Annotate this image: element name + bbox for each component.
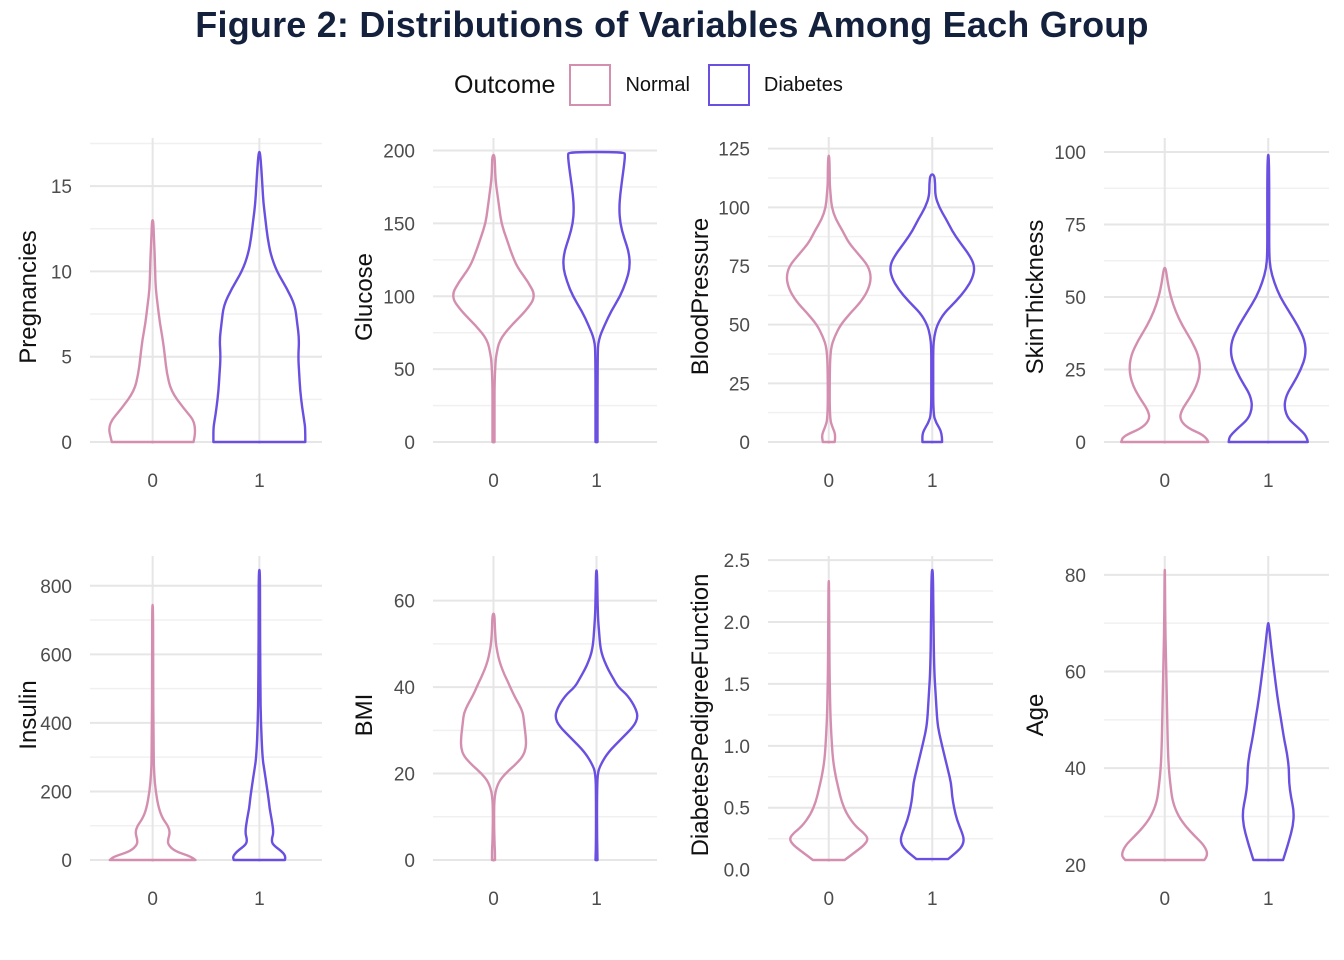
legend-title: Outcome — [454, 70, 556, 99]
x-tick-label: 1 — [1263, 889, 1274, 910]
panel-diabetespedigreefunction: 0.0 0.5 1.0 1.5 2.0 2.5 0 1 DiabetesPedigreeFunc… — [687, 551, 993, 910]
y-tick-label: 0.5 — [724, 799, 750, 820]
y-tick-label: 125 — [718, 140, 750, 161]
y-tick-label: 50 — [1065, 288, 1086, 309]
violin-diabetes — [1241, 622, 1295, 862]
x-tick-label: 0 — [1159, 471, 1170, 492]
legend-key-diabetes — [707, 64, 750, 106]
violin-normal — [108, 603, 197, 862]
violin-normal — [785, 154, 872, 444]
x-tick-label: 1 — [254, 471, 265, 492]
y-tick-label: 100 — [383, 287, 415, 308]
violin-normal — [1121, 568, 1209, 862]
violin-normal — [108, 219, 197, 444]
violin-diabetes — [899, 568, 965, 861]
y-tick-label: 0 — [739, 433, 750, 454]
y-axis-label: Age — [1022, 694, 1049, 737]
x-tick-label: 1 — [927, 889, 938, 910]
y-tick-label: 75 — [1065, 216, 1086, 237]
y-tick-label: 100 — [1054, 143, 1086, 164]
y-tick-label: 80 — [1065, 566, 1086, 587]
violin-diabetes — [554, 569, 639, 862]
violin-normal — [452, 153, 535, 444]
y-tick-label: 100 — [718, 198, 750, 219]
y-tick-label: 15 — [51, 177, 72, 198]
y-tick-label: 200 — [383, 142, 415, 163]
y-axis-label: DiabetesPedigreeFunction — [687, 574, 714, 857]
y-tick-label: 60 — [394, 592, 415, 613]
y-axis-label: Insulin — [15, 680, 42, 749]
x-tick-label: 1 — [591, 471, 602, 492]
y-tick-label: 75 — [729, 257, 750, 278]
legend: Outcome Normal Diabetes — [454, 62, 861, 108]
y-tick-label: 400 — [40, 714, 72, 735]
y-axis-label: BloodPressure — [687, 218, 714, 375]
violin-diabetes — [1227, 153, 1309, 444]
legend-label-normal: Normal — [625, 73, 690, 96]
y-tick-label: 25 — [729, 374, 750, 395]
x-tick-label: 0 — [1159, 889, 1170, 910]
y-tick-label: 50 — [394, 360, 415, 381]
y-tick-label: 5 — [61, 348, 72, 369]
violin-normal — [459, 612, 528, 862]
x-tick-label: 0 — [823, 889, 834, 910]
y-tick-label: 800 — [40, 577, 72, 598]
violin-normal — [1120, 266, 1210, 444]
y-tick-label: 60 — [1065, 663, 1086, 684]
x-tick-label: 0 — [823, 471, 834, 492]
x-tick-label: 1 — [927, 471, 938, 492]
y-tick-label: 20 — [394, 765, 415, 786]
panel-age: 20 40 60 80 0 1 Age — [1022, 556, 1329, 910]
x-tick-label: 0 — [147, 471, 158, 492]
y-tick-label: 200 — [40, 782, 72, 803]
violin-diabetes — [212, 150, 307, 444]
y-tick-label: 50 — [729, 316, 750, 337]
y-tick-label: 150 — [383, 214, 415, 235]
y-tick-label: 10 — [51, 262, 72, 283]
panel-skinthickness: 0 25 50 75 100 0 1 SkinThickness — [1022, 138, 1329, 492]
x-tick-label: 1 — [591, 889, 602, 910]
panel-glucose: 0 50 100 150 200 0 1 Glucose — [351, 138, 657, 492]
violin-diabetes — [889, 173, 976, 444]
y-tick-label: 0 — [61, 433, 72, 454]
y-tick-label: 1.0 — [724, 737, 750, 758]
x-tick-label: 1 — [1263, 471, 1274, 492]
panel-pregnancies: 0 5 10 15 0 1 Pregnancies — [15, 138, 322, 492]
panel-bmi: 0 20 40 60 0 1 BMI — [351, 556, 657, 910]
x-tick-label: 0 — [488, 889, 499, 910]
y-tick-label: 40 — [1065, 759, 1086, 780]
panel-bloodpressure: 0 25 50 75 100 125 0 1 BloodPressure — [687, 137, 993, 492]
violin-diabetes — [232, 568, 287, 862]
y-axis-label: Glucose — [351, 253, 378, 341]
legend-label-diabetes: Diabetes — [763, 73, 843, 96]
y-tick-label: 600 — [40, 645, 72, 666]
y-tick-label: 20 — [1065, 856, 1086, 877]
y-tick-label: 0 — [61, 851, 72, 872]
legend-key-normal — [569, 64, 612, 106]
y-tick-label: 0 — [404, 433, 415, 454]
y-tick-label: 0.0 — [724, 861, 750, 882]
y-tick-label: 25 — [1065, 361, 1086, 382]
x-tick-label: 1 — [254, 889, 265, 910]
y-tick-label: 0 — [1075, 433, 1086, 454]
violin-normal — [789, 579, 869, 862]
figure-title: Figure 2: Distributions of Variables Amo… — [195, 4, 1149, 45]
panel-insulin: 0 200 400 600 800 0 1 Insulin — [15, 556, 322, 910]
y-tick-label: 1.5 — [724, 675, 750, 696]
y-axis-label: SkinThickness — [1022, 220, 1049, 375]
y-tick-label: 2.0 — [724, 613, 750, 634]
x-tick-label: 0 — [147, 889, 158, 910]
x-tick-label: 0 — [488, 471, 499, 492]
y-axis-label: BMI — [351, 694, 378, 737]
y-tick-label: 40 — [394, 678, 415, 699]
y-tick-label: 0 — [404, 851, 415, 872]
y-tick-label: 2.5 — [724, 551, 750, 572]
y-axis-label: Pregnancies — [15, 230, 42, 363]
violin-diabetes — [562, 150, 631, 444]
